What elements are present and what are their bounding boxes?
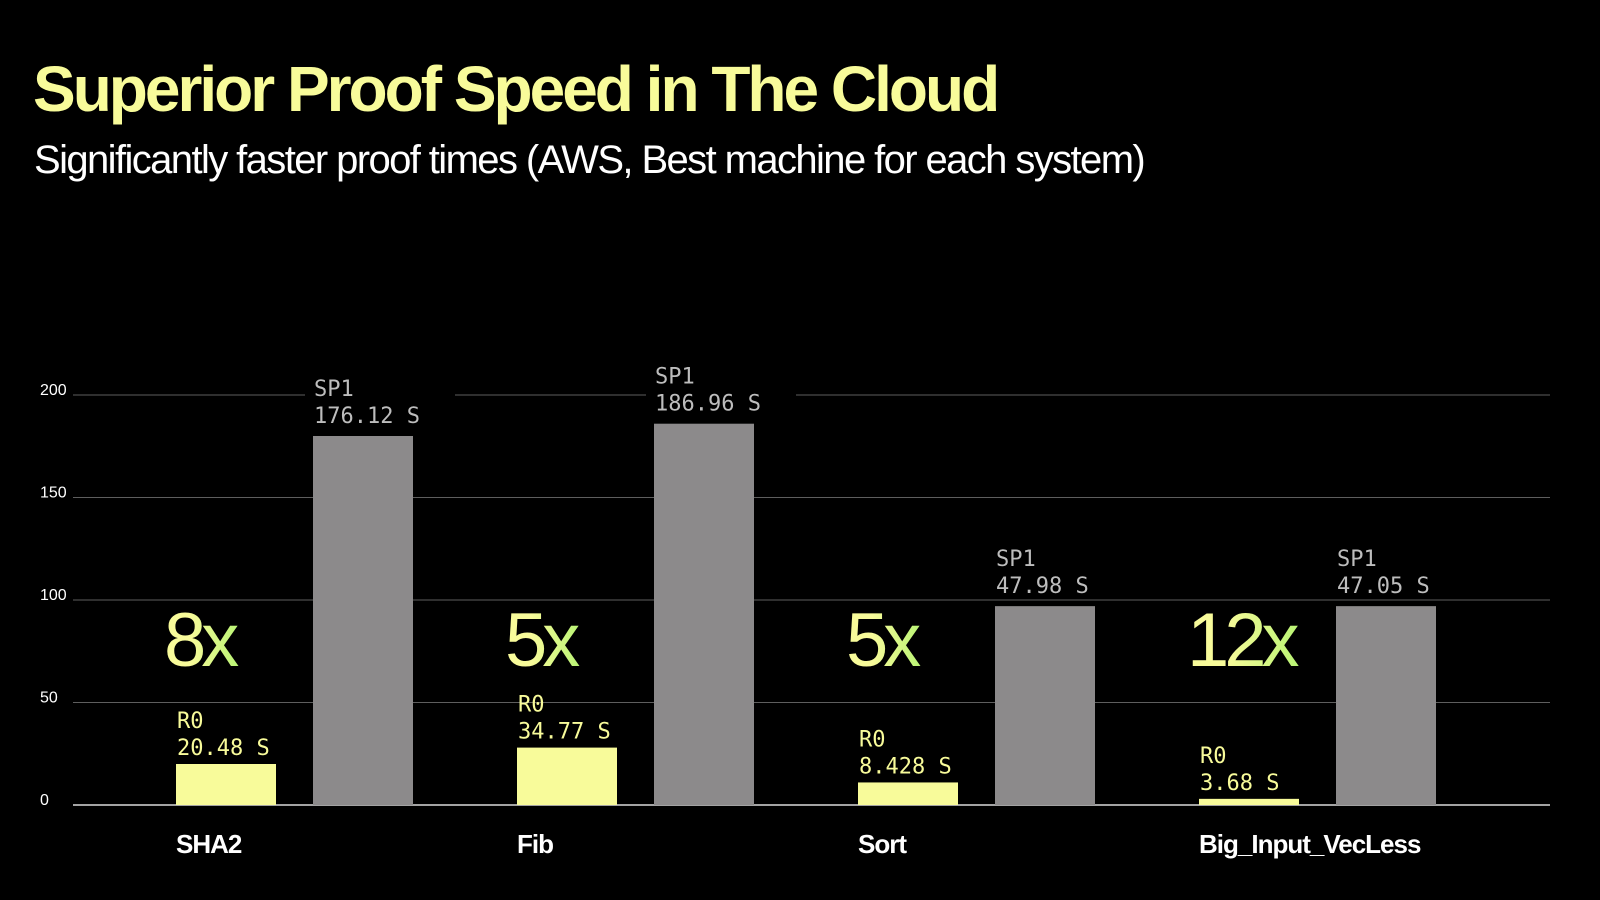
speedup-label: 5x [505, 598, 580, 683]
y-tick-label: 150 [40, 485, 67, 502]
grid-layer [73, 394, 1550, 806]
sp1-bar [1336, 606, 1436, 805]
r0-bar [176, 764, 276, 805]
y-tick-label: 100 [40, 587, 67, 604]
speedup-label: 8x [164, 598, 239, 683]
r0-series-label: R0 [1200, 744, 1227, 769]
y-tick-label: 0 [40, 792, 49, 809]
sp1-series-label: SP1 [314, 377, 354, 402]
sp1-series-label: SP1 [996, 547, 1036, 572]
sp1-value-label: 47.98 S [996, 574, 1089, 599]
y-tick-label: 200 [40, 382, 67, 399]
sp1-series-label: SP1 [655, 365, 695, 390]
x-category-label: Sort [858, 829, 907, 859]
x-category-label: SHA2 [176, 829, 242, 859]
x-category-label: Big_Input_VecLess [1199, 829, 1421, 859]
bars-layer [176, 423, 1436, 805]
speedup-label: 12x [1187, 598, 1300, 683]
r0-bar [858, 782, 958, 805]
sp1-value-label: 47.05 S [1337, 574, 1430, 599]
r0-bar [1199, 798, 1299, 805]
page-subtitle: Significantly faster proof times (AWS, B… [34, 138, 1146, 182]
page-title: Superior Proof Speed in The Cloud [33, 53, 1000, 125]
r0-value-label: 20.48 S [177, 736, 270, 761]
sp1-bar [654, 423, 754, 805]
r0-value-label: 8.428 S [859, 754, 952, 779]
r0-series-label: R0 [518, 693, 545, 718]
y-tick-label: 50 [40, 690, 58, 707]
sp1-bar [995, 606, 1095, 805]
r0-series-label: R0 [177, 709, 204, 734]
r0-value-label: 34.77 S [518, 720, 611, 745]
x-category-label: Fib [517, 829, 553, 859]
sp1-series-label: SP1 [1337, 547, 1377, 572]
sp1-bar [313, 436, 413, 805]
sp1-value-label: 186.96 S [655, 392, 761, 417]
r0-series-label: R0 [859, 727, 886, 752]
r0-value-label: 3.68 S [1200, 771, 1279, 796]
r0-bar [517, 747, 617, 805]
speedup-label: 5x [846, 598, 921, 683]
sp1-value-label: 176.12 S [314, 404, 420, 429]
